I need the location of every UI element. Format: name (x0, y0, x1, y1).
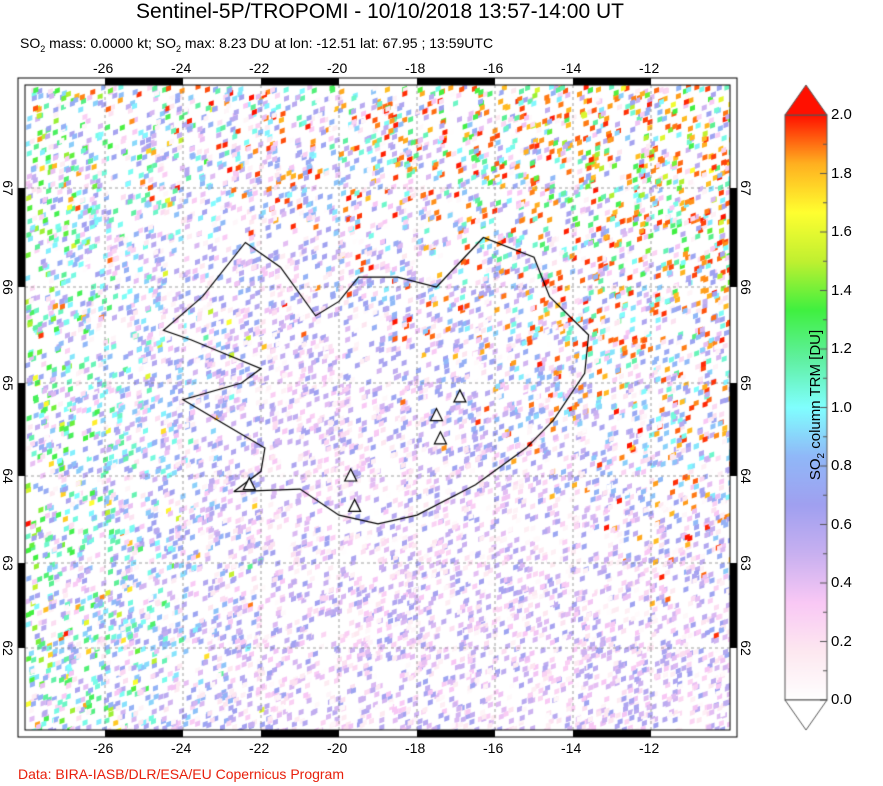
lon-tick-label-bottom: -14 (561, 740, 582, 756)
lon-tick-label-bottom: -22 (249, 740, 270, 756)
map-title: Sentinel-5P/TROPOMI - 10/10/2018 13:57-1… (136, 0, 624, 23)
subscript: 2 (816, 452, 828, 459)
lon-tick-label-top: -16 (483, 60, 504, 76)
lat-tick-label-left: 67 (0, 180, 16, 196)
subscript: 2 (175, 43, 181, 54)
lon-tick-label-bottom: -16 (483, 740, 504, 756)
colorbar-unit: column TRM [DU] (807, 329, 825, 453)
colorbar-tick-label: 1.0 (831, 398, 852, 416)
so2-label: SO (807, 458, 825, 481)
lat-tick-label-right: 62 (737, 640, 754, 656)
lat-tick-label-right: 66 (737, 279, 754, 295)
lat-tick-label-right: 64 (737, 468, 754, 484)
colorbar-tick-label: 1.4 (831, 281, 852, 299)
lon-tick-label-top: -12 (639, 60, 660, 76)
lon-tick-label-top: -18 (405, 60, 426, 76)
lat-tick-label-right: 67 (737, 180, 754, 196)
lat-tick-label-left: 63 (0, 555, 16, 571)
lat-tick-label-right: 65 (737, 375, 754, 391)
lat-tick-label-left: 66 (0, 279, 16, 295)
mass-text: mass: 0.0000 kt; SO (45, 35, 176, 51)
colorbar-tick-label: 1.2 (831, 340, 852, 357)
colorbar-tick-label: 1.6 (831, 223, 852, 240)
colorbar-tick-label: 0.0 (831, 691, 852, 708)
lat-tick-label-right: 63 (737, 555, 754, 571)
lon-tick-label-top: -24 (171, 60, 192, 76)
lon-tick-label-bottom: -20 (327, 740, 348, 756)
data-credit: Data: BIRA-IASB/DLR/ESA/EU Copernicus Pr… (18, 766, 345, 782)
lon-tick-label-top: -22 (249, 60, 270, 76)
map-subtitle: SO2 mass: 0.0000 kt; SO2 max: 8.23 DU at… (20, 35, 493, 54)
colorbar-tick-label: 2.0 (831, 106, 852, 123)
lon-tick-label-bottom: -26 (93, 740, 114, 756)
colorbar-tick-label: 1.8 (831, 164, 852, 182)
lon-tick-label-top: -20 (327, 60, 348, 76)
max-text: max: 8.23 DU at lon: -12.51 lat: 67.95 ;… (181, 35, 494, 51)
subscript: 2 (40, 43, 46, 54)
colorbar-tick-label: 0.6 (831, 515, 852, 533)
lon-tick-label-bottom: -24 (171, 740, 192, 756)
so2-label: SO (20, 35, 41, 51)
colorbar-tick-label: 0.8 (831, 457, 852, 474)
colorbar-label: SO2 column TRM [DU] (807, 330, 827, 480)
colorbar-tick-label: 0.4 (831, 574, 852, 591)
colorbar-tick-label: 0.2 (831, 632, 852, 650)
lon-tick-label-top: -26 (93, 60, 114, 76)
lon-tick-label-bottom: -18 (405, 740, 426, 756)
lon-tick-label-top: -14 (561, 60, 582, 76)
lat-tick-label-left: 62 (0, 640, 16, 656)
lon-tick-label-bottom: -12 (639, 740, 660, 756)
lat-tick-label-left: 65 (0, 375, 16, 391)
lat-tick-label-left: 64 (0, 468, 16, 484)
